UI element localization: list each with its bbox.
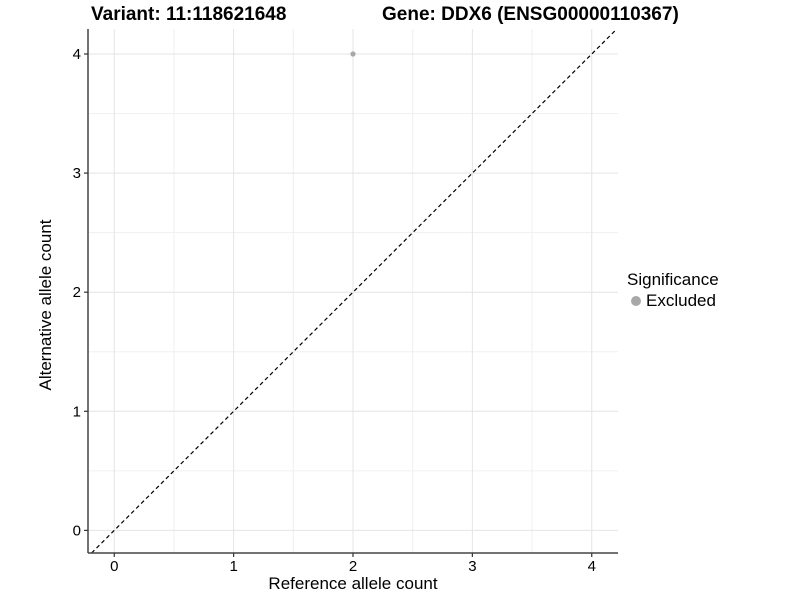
identity-line — [91, 28, 618, 554]
legend: Significance Excluded — [627, 269, 719, 311]
legend-item-excluded: Excluded — [627, 290, 719, 311]
y-tick-label: 2 — [73, 284, 81, 301]
x-tick-label: 2 — [349, 558, 357, 575]
variant-title: Variant: 11:118621648 — [91, 4, 287, 25]
x-tick-label: 1 — [229, 558, 237, 575]
x-tick-label: 0 — [110, 558, 118, 575]
legend-item-label: Excluded — [646, 291, 716, 310]
y-tick-label: 1 — [73, 403, 81, 420]
x-tick-label: 3 — [468, 558, 476, 575]
y-axis-title: Alternative allele count — [36, 219, 55, 391]
y-tick-label: 3 — [73, 165, 81, 182]
legend-title: Significance — [627, 270, 719, 289]
data-point — [350, 51, 356, 57]
y-tick-label: 4 — [73, 46, 81, 63]
y-tick-label: 0 — [73, 522, 81, 539]
gene-title: Gene: DDX6 (ENSG00000110367) — [382, 4, 679, 25]
x-tick-label: 4 — [588, 558, 596, 575]
x-axis-title: Reference allele count — [268, 574, 438, 593]
excluded-point-icon — [631, 295, 641, 306]
